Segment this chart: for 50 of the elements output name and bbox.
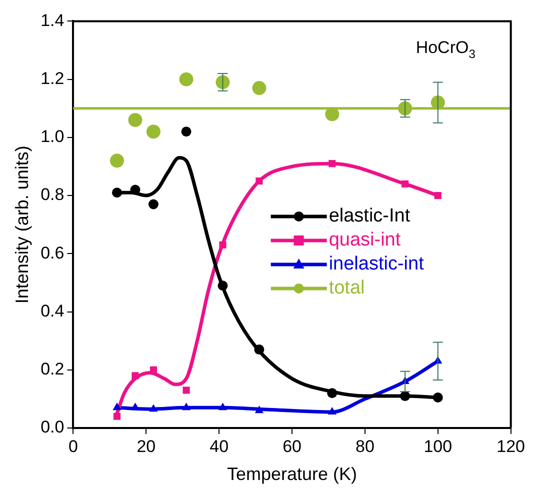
point — [400, 391, 410, 402]
y-tick-label: 1.0 — [40, 127, 64, 146]
x-tick-label: 40 — [210, 436, 229, 456]
point — [148, 199, 158, 210]
legend-label: quasi-int — [328, 230, 402, 251]
point — [128, 112, 142, 127]
y-tick-label: 1.2 — [40, 69, 64, 88]
point — [402, 180, 409, 188]
point — [146, 124, 160, 139]
point — [219, 241, 226, 248]
point — [434, 192, 442, 200]
y-tick-label: 0.0 — [40, 418, 64, 437]
point — [254, 344, 264, 355]
point — [112, 188, 122, 198]
y-tick-label: 0.8 — [40, 185, 64, 204]
y-tick-label: 0.6 — [40, 243, 64, 262]
point — [218, 280, 228, 291]
point — [328, 407, 336, 415]
x-tick-label: 100 — [424, 436, 452, 456]
point — [256, 177, 263, 185]
x-tick-label: 80 — [355, 436, 374, 456]
legend-label: total — [328, 278, 365, 299]
y-tick-label: 0.2 — [40, 360, 64, 379]
y-axis-title: Intensity (arb. units) — [12, 146, 32, 304]
point — [149, 404, 158, 412]
point — [181, 126, 192, 137]
point — [182, 402, 191, 410]
point — [432, 392, 443, 402]
y-tick-label: 0.4 — [40, 301, 64, 320]
x-tick-label: 20 — [136, 436, 156, 456]
point — [130, 184, 140, 195]
point — [113, 412, 121, 420]
legend-label: inelastic-int — [328, 254, 425, 275]
x-axis-title: Temperature (K) — [227, 464, 358, 484]
point — [254, 406, 264, 414]
x-tick-label: 60 — [282, 436, 302, 456]
legend-label: elastic-Int — [328, 206, 411, 227]
point — [182, 386, 190, 394]
point — [218, 402, 228, 410]
x-tick-label: 120 — [496, 436, 526, 456]
point — [150, 366, 157, 374]
y-tick-label: 1.4 — [40, 10, 64, 30]
point — [327, 388, 338, 398]
point — [112, 402, 122, 410]
point — [132, 372, 139, 380]
point — [179, 72, 194, 86]
point — [252, 81, 266, 96]
x-tick-label: 0 — [68, 436, 78, 456]
point — [110, 154, 124, 168]
point — [328, 160, 336, 168]
